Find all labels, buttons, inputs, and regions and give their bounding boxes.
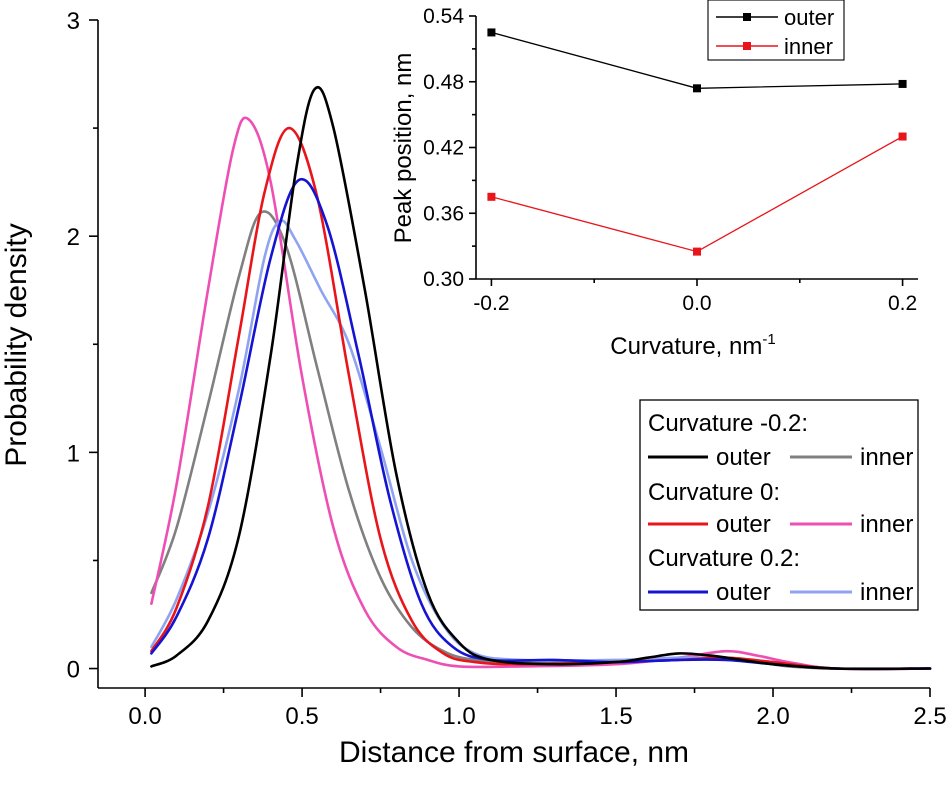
- inset-x-axis-label: Curvature, nm-1: [610, 331, 775, 360]
- series-line-curvature-0-inner: [150, 116, 932, 671]
- inset-point-inner: [487, 192, 496, 201]
- inset-y-axis-label: Peak position, nm: [390, 53, 417, 244]
- inset-x-tick-label: 0.0: [682, 292, 711, 315]
- legend-label-0-inner: inner: [860, 511, 913, 538]
- main-y-tick-label: 1: [67, 440, 80, 467]
- series-line-curvature-0-2-outer: [150, 177, 932, 671]
- inset-background: [474, 16, 918, 281]
- inset-x-tick-label: 0.2: [888, 292, 917, 315]
- inset-y-tick-label: 0.30: [423, 268, 464, 291]
- inset-y-tick-label: 0.36: [423, 202, 464, 225]
- main-x-tick-label: 1.5: [599, 703, 632, 730]
- legend-label-neg02-outer: outer: [716, 444, 771, 471]
- inset-chart: -0.2 0.0 0.2 0.30 0.36 0.42 0.48 0.54 outer inn…: [390, 0, 918, 360]
- main-y-tick-label: 2: [67, 224, 80, 251]
- legend-frame: [639, 399, 919, 611]
- inset-legend: outer inner: [707, 0, 845, 61]
- main-y-axis-label: Probability density: [0, 223, 33, 466]
- inset-point-inner: [898, 132, 907, 141]
- inset-legend-label-outer: outer: [784, 5, 834, 30]
- inset-point-outer: [898, 79, 907, 88]
- inset-legend-marker-outer: [743, 13, 751, 21]
- main-x-tick-label: 2.5: [913, 703, 946, 730]
- main-x-axis-label: Distance from surface, nm: [339, 736, 689, 769]
- inset-y-tick-label: 0.48: [423, 71, 464, 94]
- inset-y-tick-label: 0.42: [423, 137, 464, 160]
- main-y-tick-label: 0: [67, 657, 80, 684]
- inset-legend-frame: [707, 0, 845, 61]
- main-chart: 0.0 0.5 1.0 1.5 2.0 2.5 0 1 2 3 Distance from sur…: [0, 8, 947, 769]
- legend-label-0-outer: outer: [716, 511, 771, 538]
- legend-group-title: Curvature 0.2:: [648, 545, 800, 572]
- main-x-tick-label: 1.0: [442, 703, 475, 730]
- series-line-curvature-0-2-outer: [150, 86, 932, 671]
- main-legend: Curvature -0.2: outer inner Curvature 0:…: [639, 399, 919, 611]
- legend-label-neg02-inner: inner: [860, 444, 913, 471]
- inset-point-outer: [693, 84, 701, 93]
- series-line-curvature-0-outer: [150, 126, 932, 671]
- main-x-tick-label: 0.5: [285, 703, 318, 730]
- inset-x-tick-label: -0.2: [473, 292, 509, 315]
- inset-point-outer: [487, 28, 496, 37]
- main-x-tick-label: 2.0: [756, 703, 789, 730]
- main-axes: 0.0 0.5 1.0 1.5 2.0 2.5 0 1 2 3: [67, 8, 947, 730]
- inset-y-tick-label: 0.54: [423, 5, 464, 28]
- inset-legend-label-inner: inner: [784, 34, 833, 59]
- main-x-tick-label: 0.0: [128, 703, 161, 730]
- main-y-tick-label: 3: [67, 8, 80, 35]
- main-curves: [150, 86, 932, 671]
- inset-series: [487, 28, 907, 256]
- legend-group-title: Curvature -0.2:: [648, 410, 808, 437]
- legend-label-02-inner: inner: [860, 579, 913, 606]
- inset-legend-marker-inner: [743, 42, 751, 50]
- legend-group-title: Curvature 0:: [648, 479, 780, 506]
- legend-label-02-outer: outer: [716, 579, 771, 606]
- inset-axes: -0.2 0.0 0.2 0.30 0.36 0.42 0.48 0.54: [423, 5, 918, 315]
- inset-point-inner: [693, 247, 701, 256]
